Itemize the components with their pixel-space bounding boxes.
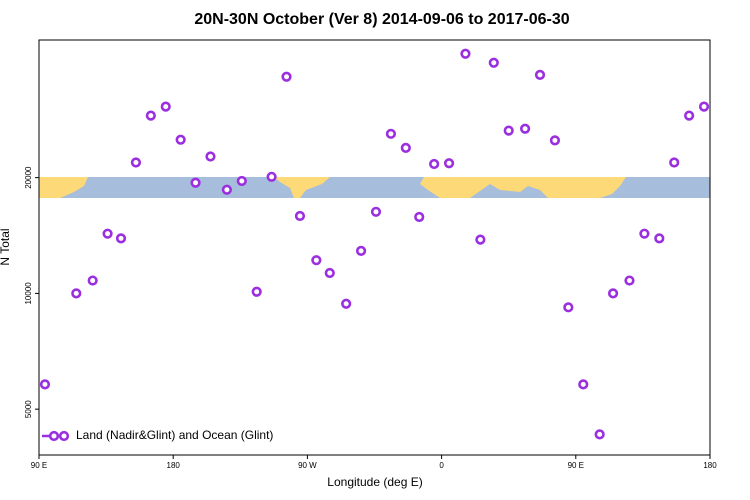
point <box>190 177 201 188</box>
point <box>684 110 695 121</box>
point <box>624 275 635 286</box>
y-axis-label: N Total <box>0 228 12 265</box>
point <box>400 142 411 153</box>
point <box>563 302 574 313</box>
point <box>39 379 51 390</box>
x-tick-label: 90 W <box>298 461 317 470</box>
point <box>654 233 665 244</box>
point <box>324 267 335 279</box>
y-tick-label: 10000 <box>24 282 33 305</box>
point <box>266 171 277 182</box>
point <box>488 57 499 68</box>
point <box>71 288 82 299</box>
point <box>281 71 292 82</box>
point <box>236 175 247 187</box>
point <box>669 157 680 168</box>
x-tick-label: 90 E <box>568 461 584 470</box>
x-axis-label: Longitude (deg E) <box>327 475 422 489</box>
point <box>520 123 531 134</box>
point <box>175 134 186 145</box>
point <box>355 245 367 256</box>
point <box>145 110 156 121</box>
legend-marker <box>48 430 60 442</box>
y-tick-label: 5000 <box>24 400 33 418</box>
legend-marker <box>58 430 70 442</box>
map-band <box>39 177 710 198</box>
point <box>475 234 486 245</box>
point <box>639 228 650 239</box>
x-tick-label: 180 <box>167 461 181 470</box>
x-tick-label: 90 E <box>31 461 47 470</box>
point <box>429 158 440 170</box>
legend-label: Land (Nadir&Glint) and Ocean (Glint) <box>76 428 273 442</box>
plot-frame <box>38 39 711 456</box>
point <box>443 158 455 169</box>
point <box>294 210 306 222</box>
point <box>414 211 425 223</box>
point <box>87 275 98 286</box>
point <box>311 255 322 266</box>
point <box>460 48 471 59</box>
point <box>698 101 710 112</box>
point <box>594 429 605 440</box>
point <box>370 206 382 217</box>
point <box>341 298 352 309</box>
point <box>503 125 514 136</box>
point <box>534 69 546 81</box>
point <box>160 101 171 112</box>
point <box>385 128 397 139</box>
point <box>130 157 142 168</box>
point <box>115 233 127 244</box>
x-tick-label: 0 <box>439 461 444 470</box>
point <box>549 135 561 146</box>
point <box>251 286 262 297</box>
point <box>221 184 232 195</box>
point <box>102 228 113 239</box>
point <box>578 379 589 390</box>
point <box>205 151 216 162</box>
x-tick-label: 180 <box>703 461 717 470</box>
point <box>607 288 619 299</box>
y-tick-label: 20000 <box>24 166 33 189</box>
chart-title: 20N-30N October (Ver 8) 2014-09-06 to 20… <box>194 11 569 28</box>
